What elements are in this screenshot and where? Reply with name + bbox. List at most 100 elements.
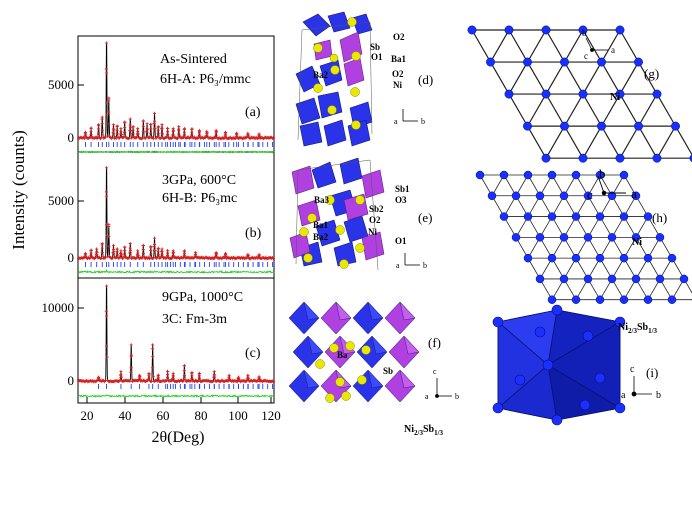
panel-b-ytick-5000: 5000: [48, 193, 74, 208]
panel-c-tag: (c): [245, 346, 261, 361]
octahedron-facet: [307, 335, 324, 355]
panel-c-ytick-0: 0: [68, 373, 75, 388]
octahedron-facet: [303, 301, 320, 321]
pat-a-bragg: [85, 142, 273, 147]
svg-text:b: b: [582, 28, 587, 38]
x-tick-100: 100: [228, 408, 248, 423]
octahedron-facet: [367, 369, 384, 389]
struct-d-label-ba2: Ba2: [313, 70, 329, 80]
struct-e-label-o2: O2: [369, 215, 381, 225]
panel-b-ytick-0: 0: [68, 250, 75, 265]
struct-f-tag: (f): [428, 335, 441, 350]
struct-e-label-sb2: Sb2: [369, 204, 384, 214]
pat-c-observed: [76, 284, 276, 384]
lattice-h-axes: b c a: [587, 166, 637, 202]
struct-i-tag: (i): [646, 365, 658, 380]
ba-atom: [325, 393, 335, 403]
x-tick-80: 80: [195, 408, 208, 423]
struct-g-tag: (g): [644, 66, 659, 81]
svg-text:Ni2/3Sb1/3: Ni2/3Sb1/3: [404, 424, 444, 437]
svg-text:a: a: [611, 45, 615, 55]
struct-e-label-o3: O3: [395, 195, 407, 205]
svg-text:a: a: [396, 261, 400, 270]
struct-e-label-o1: O1: [395, 236, 407, 246]
structure-6h-a: Sb O1 O2 Ba1 Ba2 O2 Ni a b (d): [295, 11, 433, 147]
octahedron-facet: [371, 335, 388, 355]
svg-text:a: a: [631, 186, 637, 201]
panel-a-ytick-0: 0: [68, 130, 75, 145]
lattice-h-ni-label: Ni: [632, 237, 642, 248]
struct-e-label-ni: Ni: [368, 227, 377, 237]
pat-a-difference: [77, 150, 275, 154]
octahedron-facet: [367, 301, 384, 321]
struct-d-tag: (d): [418, 72, 433, 87]
svg-text:a: a: [621, 390, 626, 401]
lattice-g-ni-label: Ni: [610, 92, 620, 103]
svg-text:a: a: [394, 117, 398, 126]
ba-atom: [315, 359, 325, 369]
struct-i-axes: c a b: [621, 364, 661, 401]
panel-a-label-2: 6H-A: P6₃/mmc: [160, 72, 251, 87]
ba-atom: [341, 391, 351, 401]
octahedron-facet: [335, 301, 352, 321]
panel-b-label-1: 3GPa, 600°C: [162, 173, 236, 188]
struct-d-label-ba1: Ba1: [391, 54, 407, 64]
struct-f-label-ba: Ba: [337, 350, 348, 360]
lat-g-bonds: [471, 29, 692, 159]
panel-c-pattern: [76, 284, 276, 398]
panel-b-tag: (b): [245, 226, 262, 241]
y-axis-label: Intensity (counts): [9, 130, 28, 249]
panel-a-label-1: As-Sintered: [160, 52, 227, 67]
svg-text:c: c: [433, 367, 437, 376]
octahedron-facet: [399, 301, 416, 321]
panel-b-pattern: [76, 166, 276, 274]
pat-c-difference: [77, 394, 274, 398]
ba-atom: [361, 345, 371, 355]
panel-a-pattern: [76, 41, 276, 154]
face-sharing-octahedra: Ni2/3Sb1/3 c a b (i): [492, 304, 661, 426]
svg-text:c: c: [584, 51, 588, 61]
struct-f-formula: Ni2/3Sb1/3: [404, 424, 444, 437]
x-axis: 20 40 60 80 100 120: [81, 397, 281, 423]
ba-atom: [357, 375, 367, 385]
lat-h-atoms: [475, 170, 692, 304]
svg-text:b: b: [455, 392, 459, 401]
pat-b-bragg: [85, 262, 273, 267]
panel-c-label-2: 3C: Fm-3m: [162, 312, 227, 327]
panel-a-yaxis: 5000 0: [48, 77, 84, 145]
svg-text:c: c: [630, 364, 635, 375]
struct-e-tag: (e): [418, 210, 432, 225]
struct-h-tag: (h): [652, 210, 667, 225]
ba-atom: [345, 341, 355, 351]
lattice-g-axes: b c a: [582, 28, 615, 61]
struct-e-label-ba1: Ba1: [313, 220, 329, 230]
pat-b-difference: [77, 269, 275, 274]
svg-text:b: b: [423, 261, 427, 270]
structure-6h-b: Sb1 O3 Ba3 Sb2 O2 Ba1 Ba2 Ni O1 a b (e): [289, 157, 432, 271]
pat-a-observed: [76, 41, 276, 141]
ni-layer-6h-b: b c a Ni (h): [475, 166, 692, 304]
svg-text:b: b: [656, 390, 661, 401]
struct-d-label-o2a: O2: [393, 32, 405, 42]
svg-text:c: c: [587, 187, 593, 202]
panel-c-label-1: 9GPa, 1000°C: [162, 290, 243, 305]
octahedron-facet: [403, 335, 420, 355]
struct-e-label-sb1: Sb1: [395, 184, 410, 194]
ba-atom: [329, 343, 339, 353]
svg-text:a: a: [425, 392, 429, 401]
panel-b-yaxis: 5000 0: [48, 193, 84, 265]
octahedron-facet: [399, 369, 416, 389]
octahedron-facet: [303, 369, 320, 389]
ba-atom: [335, 377, 345, 387]
panel-a-ytick-5000: 5000: [48, 77, 74, 92]
svg-text:b: b: [599, 166, 606, 181]
x-tick-40: 40: [119, 408, 132, 423]
struct-e-label-ba3: Ba3: [314, 195, 330, 205]
panel-c-frame: [77, 277, 275, 404]
svg-text:Ni2/3Sb1/3: Ni2/3Sb1/3: [618, 322, 658, 335]
ni-layer-6h-a: b c a Ni (g): [467, 25, 692, 163]
struct-e-axes: a b: [396, 253, 427, 270]
pat-b-observed: [76, 166, 276, 261]
svg-text:b: b: [421, 117, 425, 126]
x-tick-120: 120: [261, 408, 281, 423]
